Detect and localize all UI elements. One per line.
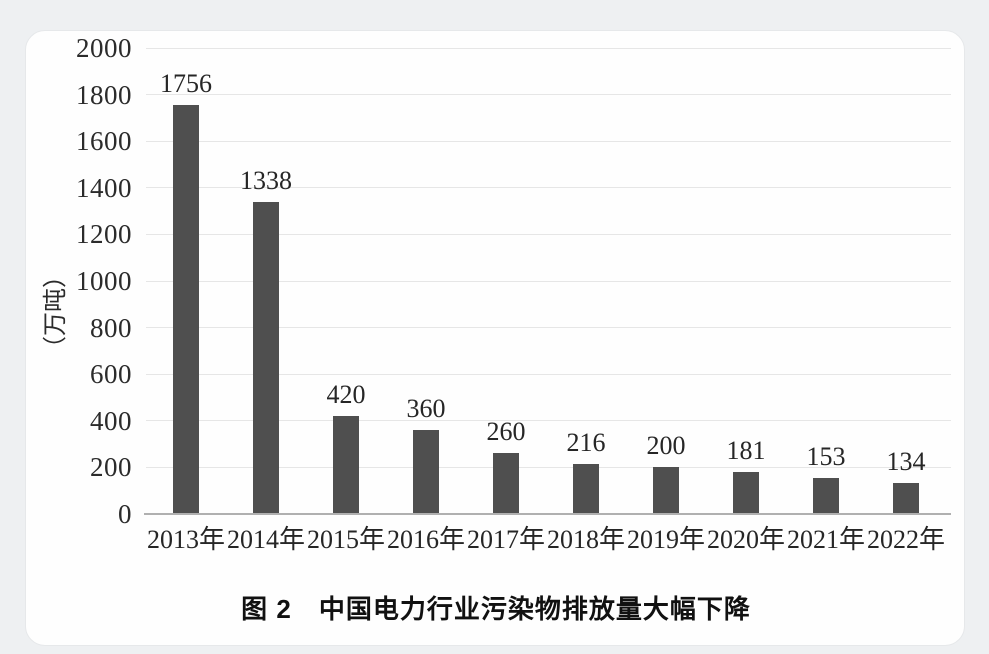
bar-2022年	[893, 482, 919, 514]
bar-value-label: 260	[486, 417, 526, 447]
bar-2013年	[173, 104, 199, 514]
gridline	[146, 233, 951, 235]
x-axis-tick-label: 2021年	[786, 525, 865, 554]
bar-2017年	[493, 453, 519, 514]
chart-card: （万吨） 图 2 中国电力行业污染物排放量大幅下降 0 200 400 600 800 1…	[25, 30, 965, 646]
bar-2021年	[813, 478, 839, 514]
x-axis-tick-label: 2013年	[146, 525, 225, 554]
y-axis-tick-label: 2000	[76, 33, 132, 63]
gridline	[146, 327, 951, 329]
bar-2016年	[413, 430, 439, 514]
x-axis-tick-label: 2015年	[306, 525, 385, 554]
bar-2020年	[733, 471, 759, 514]
chart-caption: 图 2 中国电力行业污染物排放量大幅下降	[241, 594, 751, 624]
bar-value-label: 1338	[240, 166, 292, 196]
y-axis-tick-label: 200	[90, 452, 132, 483]
gridline	[146, 140, 951, 142]
gridline	[146, 94, 951, 96]
bar-chart: （万吨） 图 2 中国电力行业污染物排放量大幅下降 0 200 400 600 800 1…	[26, 31, 966, 647]
bar-value-label: 420	[326, 380, 366, 410]
x-axis-line	[144, 513, 951, 515]
gridline	[146, 280, 951, 282]
x-axis-tick-label: 2019年	[626, 525, 705, 554]
bar-2014年	[253, 202, 279, 514]
x-axis-tick-label: 2022年	[866, 525, 945, 554]
y-axis-tick-label: 1400	[76, 172, 132, 203]
y-axis-tick-label: 1000	[76, 266, 132, 296]
y-axis-tick-label: 400	[90, 405, 132, 436]
bar-value-label: 153	[806, 442, 846, 472]
bar-value-label: 1756	[160, 68, 212, 98]
x-axis-tick-label: 2020年	[706, 525, 785, 554]
x-axis-tick-label: 2018年	[546, 525, 625, 554]
bar-value-label: 181	[726, 435, 766, 465]
x-axis-tick-label: 2016年	[386, 525, 465, 554]
gridline	[146, 466, 951, 468]
y-axis-tick-label: 600	[90, 359, 132, 390]
bar-value-label: 360	[406, 394, 446, 424]
y-axis-tick-label: 800	[90, 312, 132, 343]
x-axis-tick-label: 2014年	[226, 525, 305, 554]
y-axis-tick-label: 1800	[76, 79, 132, 110]
gridline	[146, 47, 951, 49]
bar-value-label: 200	[646, 431, 686, 461]
gridline	[146, 420, 951, 422]
gridline	[146, 187, 951, 189]
bar-2015年	[333, 416, 359, 514]
x-axis-tick-label: 2017年	[466, 525, 545, 554]
y-axis-tick-label: 1600	[76, 126, 132, 157]
y-axis-tick-label: 0	[118, 499, 132, 529]
bar-2019年	[653, 467, 679, 514]
bar-2018年	[573, 463, 599, 514]
bar-value-label: 134	[886, 446, 926, 476]
bar-value-label: 216	[566, 427, 606, 457]
gridline	[146, 373, 951, 375]
y-axis-tick-label: 1200	[76, 219, 132, 250]
